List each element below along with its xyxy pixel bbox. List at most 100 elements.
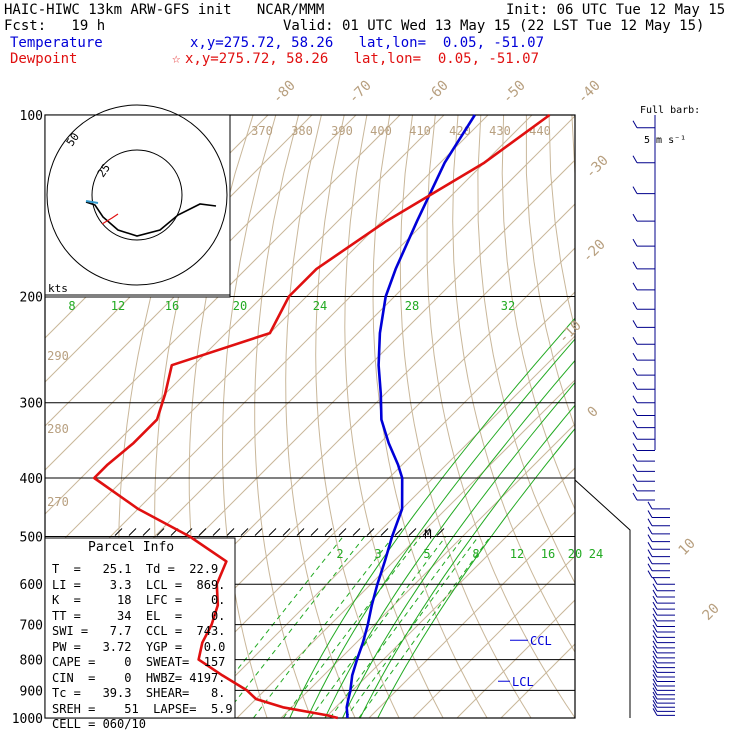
wind-barb-flag — [632, 443, 638, 451]
theta-tick-label: 280 — [47, 422, 69, 436]
isotherm-tick-label: -60 — [423, 78, 452, 107]
isotherm-line — [280, 423, 575, 718]
pressure-tick-label: 700 — [20, 619, 43, 634]
wind-barb-flag — [632, 408, 638, 416]
dewpoint-coords: x,y=275.72, 58.26 lat,lon= 0.05, -51.07 — [185, 51, 540, 67]
moist-adiabat — [289, 317, 575, 718]
dry-adiabat — [315, 115, 400, 718]
parcel-info-row: T = 25.1 Td = 22.9 — [52, 562, 219, 576]
theta-tick-label: 400 — [370, 124, 392, 138]
isotherm-line — [192, 335, 575, 718]
wind-barb-flag — [647, 501, 653, 510]
hatch-mark — [212, 528, 221, 536]
hatch-mark — [156, 528, 165, 536]
mixing-ratio-line — [329, 536, 465, 718]
pressure-tick-label: 600 — [20, 578, 43, 593]
hodograph-frame — [44, 114, 231, 298]
moist-adiabat-label: 16 — [165, 299, 179, 313]
moist-adiabat — [359, 404, 575, 718]
hodograph-storm-motion — [101, 213, 119, 225]
wind-barb-flag — [632, 492, 638, 501]
wind-barb-flag — [632, 483, 638, 492]
wind-barb-flag — [632, 432, 638, 440]
barb-legend-line1: Full barb: — [640, 105, 701, 116]
pressure-tick-label: 200 — [20, 291, 43, 306]
parcel-info-row: K = 18 LFC = 0. — [52, 593, 226, 607]
wind-barb-flag — [652, 635, 658, 643]
dry-adiabat — [372, 115, 488, 718]
dry-adiabat — [548, 115, 575, 331]
wind-barb-flag — [652, 613, 658, 622]
hodograph: 50 25 kts — [44, 104, 231, 298]
isotherm-tick-label: -40 — [575, 78, 604, 107]
wind-barb-flag — [647, 526, 653, 535]
dry-adiabat — [663, 115, 740, 718]
wind-barb-flag — [652, 650, 658, 659]
wind-barb-flag — [647, 518, 653, 527]
wind-barb-flag — [632, 320, 638, 328]
parcel-info-row: LI = 3.3 LCL = 869. — [52, 577, 226, 592]
mixing-ratio-label: 3 — [374, 547, 381, 561]
moist-adiabat-label: 8 — [68, 299, 75, 313]
dry-adiabat — [525, 115, 575, 429]
isotherm-line — [412, 555, 575, 718]
isotherm-tick-label: -20 — [580, 237, 609, 266]
pressure-tick-label: 800 — [20, 654, 43, 669]
wind-barb-flag — [652, 695, 658, 704]
wind-barb-flag — [652, 583, 658, 591]
pressure-tick-label: 900 — [20, 684, 43, 699]
wind-barb-flag — [652, 708, 658, 716]
hatch-mark — [296, 528, 305, 536]
dry-adiabat — [595, 115, 740, 718]
hodograph-trace-low — [85, 200, 99, 204]
hatch-mark — [394, 528, 403, 536]
isotherm-line — [368, 511, 575, 718]
parcel-info-frame — [44, 537, 236, 719]
theta-tick-label: 290 — [47, 349, 69, 363]
theta-tick-label: 390 — [331, 124, 353, 138]
wind-barb-flag — [647, 510, 653, 518]
wind-barb-flag — [652, 619, 658, 627]
parcel-info-row: CIN = 0 HWBZ= 4197. — [52, 670, 226, 685]
model-title: HAIC-HIWC 13km ARW-GFS init NCAR/MMM — [4, 2, 325, 18]
wind-barb-flag — [652, 704, 658, 712]
hodograph-units-label: kts — [48, 282, 68, 295]
moist-adiabat-label: 12 — [111, 299, 125, 313]
hatch-mark — [408, 528, 417, 536]
mixing-ratio-label: 5 — [423, 547, 430, 561]
wind-barb-flag — [632, 282, 638, 291]
wind-barb-flag — [652, 678, 658, 687]
wind-barb-flag — [632, 382, 638, 390]
wind-barb-flag — [652, 595, 658, 604]
wind-barb-flag — [652, 683, 658, 691]
moist-adiabat — [306, 338, 575, 718]
isotherm-line — [45, 115, 445, 515]
dry-adiabat — [618, 115, 740, 718]
parcel-info-title: Parcel Info — [88, 540, 175, 555]
moist-adiabat-label: 28 — [405, 299, 419, 313]
mixing-ratio-line — [309, 536, 447, 718]
pressure-tick-label: 300 — [20, 397, 43, 412]
wind-barb-flag — [632, 186, 638, 194]
hodograph-ring-inner — [91, 149, 183, 241]
dry-adiabat — [426, 115, 575, 718]
isotherm-tick-label: -80 — [270, 78, 299, 107]
hodograph-trace — [85, 201, 217, 237]
hatch-mark — [380, 528, 389, 536]
frame-extension — [574, 479, 631, 718]
pressure-tick-label: 400 — [20, 472, 43, 487]
hatch-mark — [226, 528, 235, 536]
dewpoint-profile — [92, 113, 551, 720]
parcel-info-row: CELL = 060/10 — [52, 717, 146, 731]
wind-barb-flag — [652, 669, 658, 678]
hatch-mark — [282, 528, 291, 536]
hatch-mark — [352, 528, 361, 536]
hatch-mark — [198, 528, 207, 536]
parcel-info-row: Tc = 39.3 SHEAR= 8. — [52, 686, 226, 700]
isotherm-tick-label: 20 — [700, 601, 723, 624]
isotherm-tick-label: 0 — [585, 404, 602, 421]
dry-adiabat — [399, 115, 532, 718]
wind-barb-flag — [647, 570, 653, 578]
wind-barb-flag — [647, 563, 653, 572]
